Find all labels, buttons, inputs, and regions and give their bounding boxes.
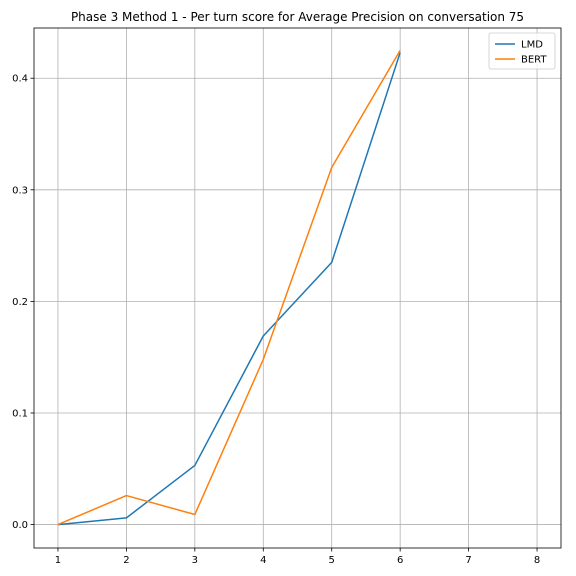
x-tick-label: 7 bbox=[465, 555, 471, 566]
series-line-lmd bbox=[57, 52, 401, 526]
x-tick-label: 5 bbox=[329, 555, 335, 566]
x-tick-label: 4 bbox=[260, 555, 266, 566]
legend: LMD BERT bbox=[488, 32, 556, 70]
chart-title: Phase 3 Method 1 - Per turn score for Av… bbox=[71, 10, 524, 24]
plot-frame bbox=[33, 27, 562, 549]
x-tick-label: 3 bbox=[192, 555, 198, 566]
grid bbox=[34, 28, 561, 548]
series-lines bbox=[57, 49, 401, 526]
series-line-bert bbox=[57, 49, 401, 526]
x-tick-label: 6 bbox=[397, 555, 403, 566]
x-tick-label: 8 bbox=[534, 555, 540, 566]
x-tick-label: 2 bbox=[123, 555, 129, 566]
legend-label: BERT bbox=[521, 55, 547, 66]
y-axis: 0.0 0.1 0.2 0.3 0.4 bbox=[12, 74, 34, 531]
legend-box bbox=[488, 32, 556, 70]
y-tick-label: 0.3 bbox=[12, 185, 28, 196]
y-tick-label: 0.2 bbox=[12, 297, 28, 308]
y-tick-label: 0.1 bbox=[12, 408, 28, 419]
y-tick-label: 0.0 bbox=[12, 520, 28, 531]
x-tick-label: 1 bbox=[55, 555, 61, 566]
legend-label: LMD bbox=[521, 40, 543, 51]
y-tick-label: 0.4 bbox=[12, 74, 28, 85]
x-axis: 1 2 3 4 5 6 7 8 bbox=[55, 548, 540, 566]
